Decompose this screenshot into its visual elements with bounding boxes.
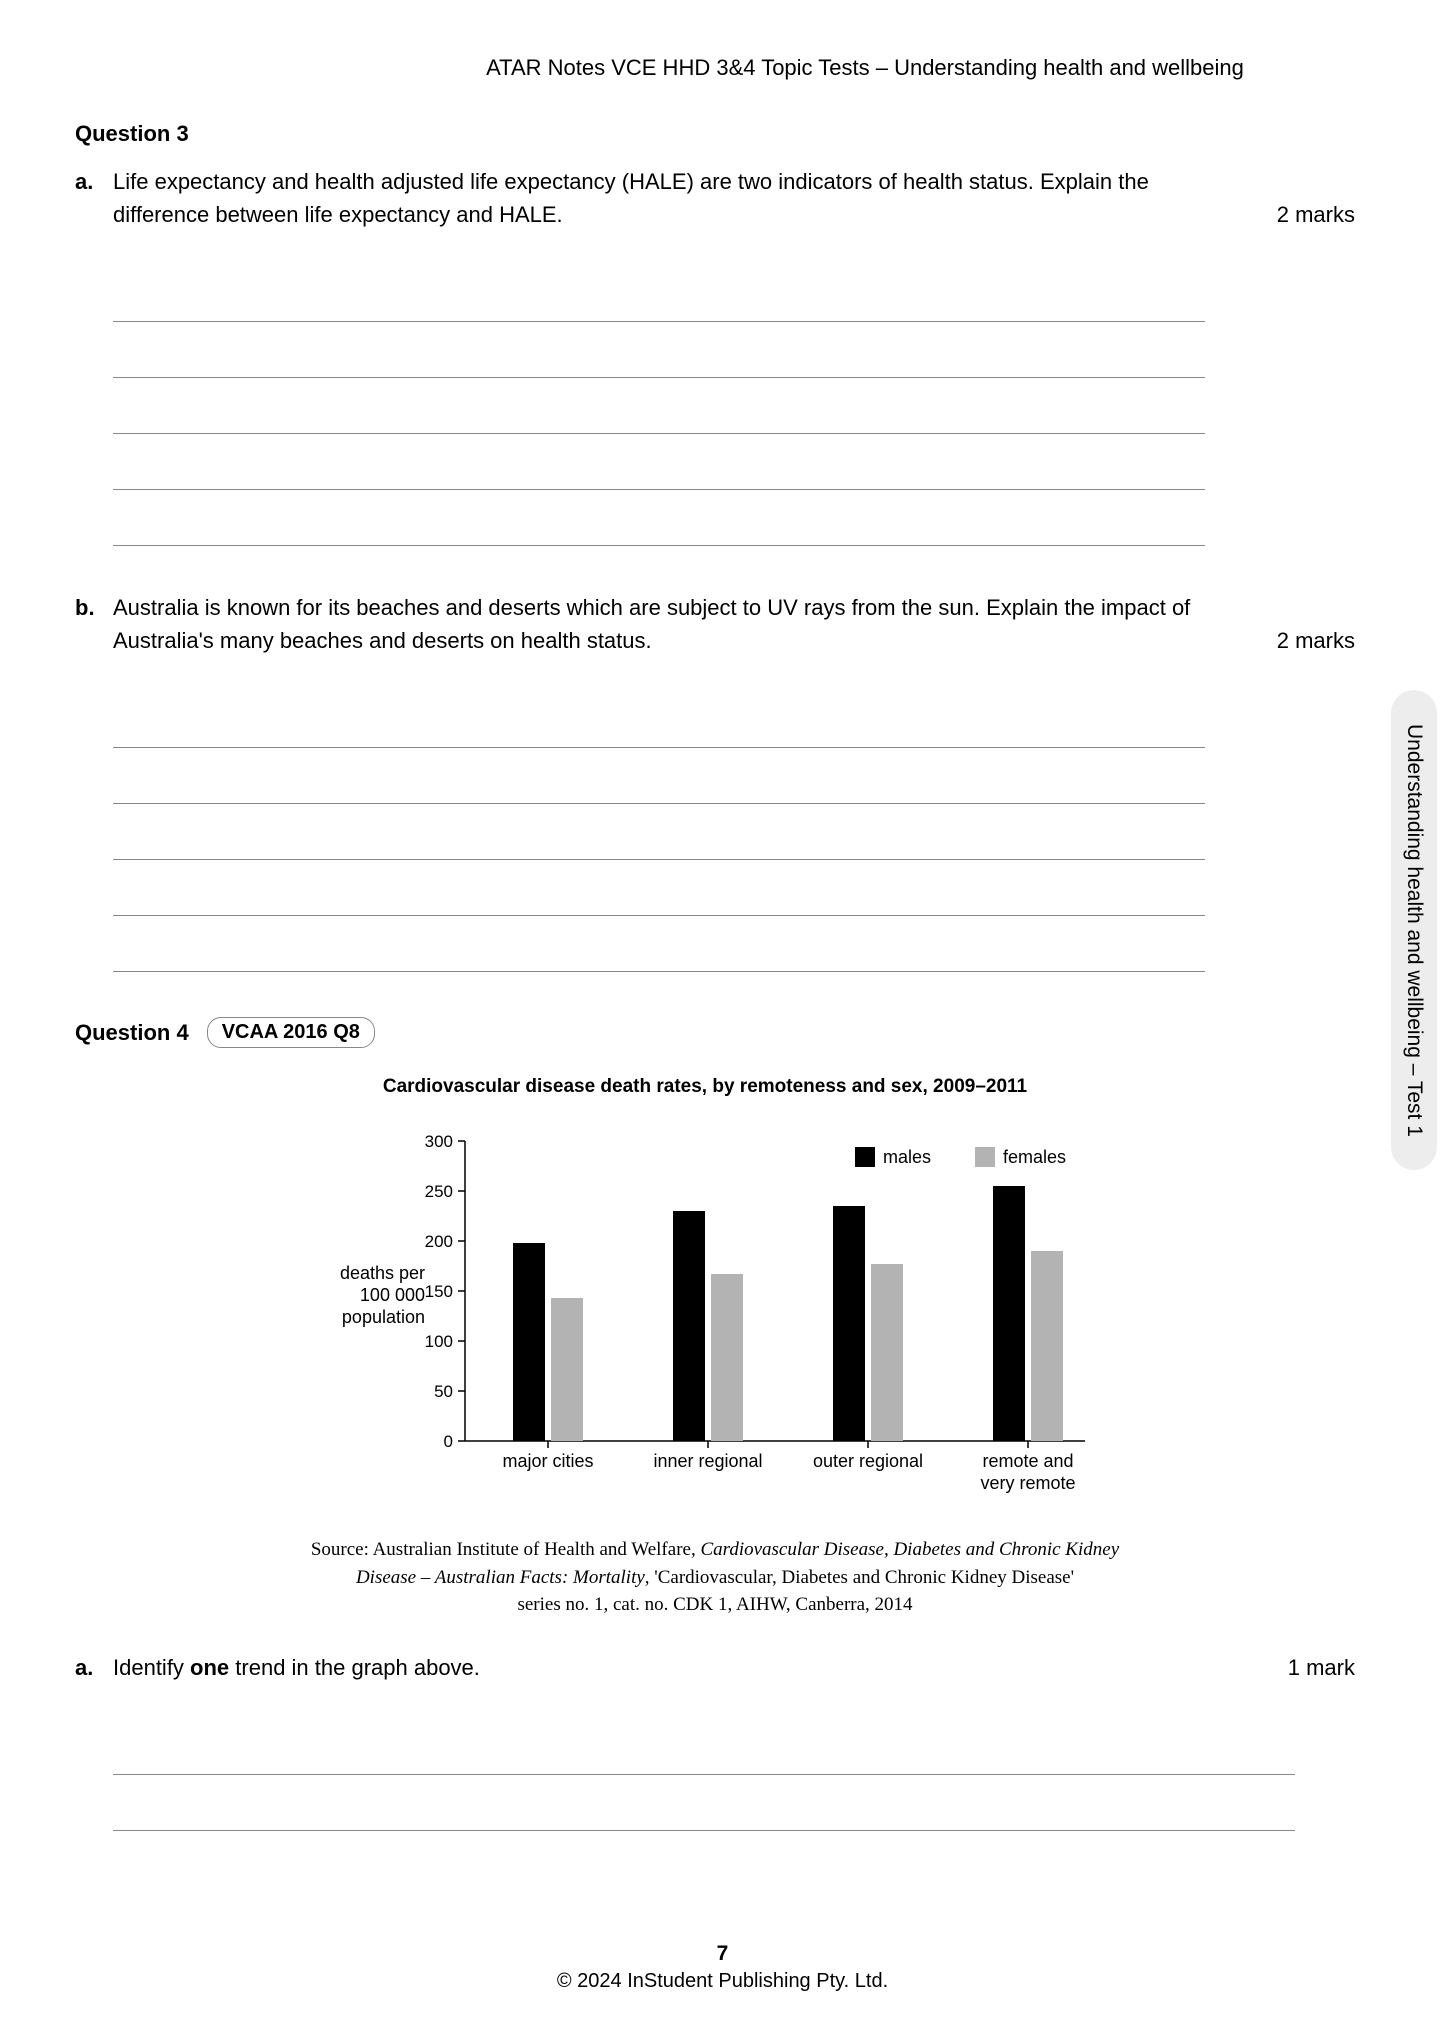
sidebar-tab: Understanding health and wellbeing – Tes… xyxy=(1391,690,1437,1170)
svg-text:outer regional: outer regional xyxy=(813,1451,923,1471)
answer-line[interactable] xyxy=(113,1775,1295,1831)
bar-chart: 0 50 100 150 200 250 300 deaths per100 000popul… xyxy=(305,1126,1105,1511)
q4-part-a: a. Identify one trend in the graph above… xyxy=(75,1651,1355,1684)
sidebar-label: Understanding health and wellbeing – Tes… xyxy=(1402,724,1426,1137)
answer-line[interactable] xyxy=(113,860,1205,916)
question-3: Question 3 a. Life expectancy and health… xyxy=(75,121,1355,972)
q3b-marks: 2 marks xyxy=(1257,624,1355,657)
question-3-title: Question 3 xyxy=(75,121,1355,147)
q3b-label: b. xyxy=(75,591,113,657)
svg-text:0: 0 xyxy=(444,1432,453,1451)
q3-part-b: b. Australia is known for its beaches an… xyxy=(75,591,1355,657)
chart-container: Cardiovascular disease death rates, by r… xyxy=(255,1076,1155,1511)
q3-part-a: a. Life expectancy and health adjusted l… xyxy=(75,165,1355,231)
svg-text:50: 50 xyxy=(434,1382,453,1401)
question-4-title: Question 4 xyxy=(75,1020,189,1046)
vcaa-badge: VCAA 2016 Q8 xyxy=(207,1017,375,1048)
copyright: © 2024 InStudent Publishing Pty. Ltd. xyxy=(557,1970,888,1992)
answer-line[interactable] xyxy=(113,378,1205,434)
answer-line[interactable] xyxy=(113,692,1205,748)
svg-text:males: males xyxy=(883,1147,931,1167)
page-number: 7 xyxy=(0,1942,1445,1966)
q3b-text: Australia is known for its beaches and d… xyxy=(113,591,1257,657)
answer-line[interactable] xyxy=(113,916,1205,972)
svg-text:population: population xyxy=(342,1307,425,1327)
q4a-text: Identify one trend in the graph above. xyxy=(113,1651,1268,1684)
svg-text:inner regional: inner regional xyxy=(653,1451,762,1471)
svg-text:major cities: major cities xyxy=(502,1451,593,1471)
page-footer: 7 © 2024 InStudent Publishing Pty. Ltd. xyxy=(0,1942,1445,1993)
svg-text:200: 200 xyxy=(425,1232,453,1251)
page-header: ATAR Notes VCE HHD 3&4 Topic Tests – Und… xyxy=(75,55,1355,81)
answer-line[interactable] xyxy=(113,322,1205,378)
answer-line[interactable] xyxy=(113,1719,1295,1775)
q4a-answer-lines[interactable] xyxy=(113,1719,1295,1831)
chart-title: Cardiovascular disease death rates, by r… xyxy=(255,1076,1155,1098)
svg-text:150: 150 xyxy=(425,1282,453,1301)
chart-source: Source: Australian Institute of Health a… xyxy=(75,1536,1355,1619)
answer-line[interactable] xyxy=(113,748,1205,804)
answer-line[interactable] xyxy=(113,804,1205,860)
answer-line[interactable] xyxy=(113,266,1205,322)
q3a-label: a. xyxy=(75,165,113,231)
q3a-text: Life expectancy and health adjusted life… xyxy=(113,165,1257,231)
svg-text:100: 100 xyxy=(425,1332,453,1351)
answer-line[interactable] xyxy=(113,490,1205,546)
q3a-answer-lines[interactable] xyxy=(113,266,1205,546)
svg-text:100 000: 100 000 xyxy=(360,1285,425,1305)
q3b-answer-lines[interactable] xyxy=(113,692,1205,972)
svg-text:very remote: very remote xyxy=(980,1473,1075,1493)
q4a-marks: 1 mark xyxy=(1268,1651,1355,1684)
question-4: Question 4 VCAA 2016 Q8 Cardiovascular d… xyxy=(75,1017,1355,1831)
svg-text:females: females xyxy=(1003,1147,1066,1167)
q4a-label: a. xyxy=(75,1651,113,1684)
answer-line[interactable] xyxy=(113,434,1205,490)
svg-text:250: 250 xyxy=(425,1182,453,1201)
svg-text:300: 300 xyxy=(425,1132,453,1151)
q3a-marks: 2 marks xyxy=(1257,198,1355,231)
svg-text:remote and: remote and xyxy=(982,1451,1073,1471)
svg-text:deaths per: deaths per xyxy=(340,1263,425,1283)
